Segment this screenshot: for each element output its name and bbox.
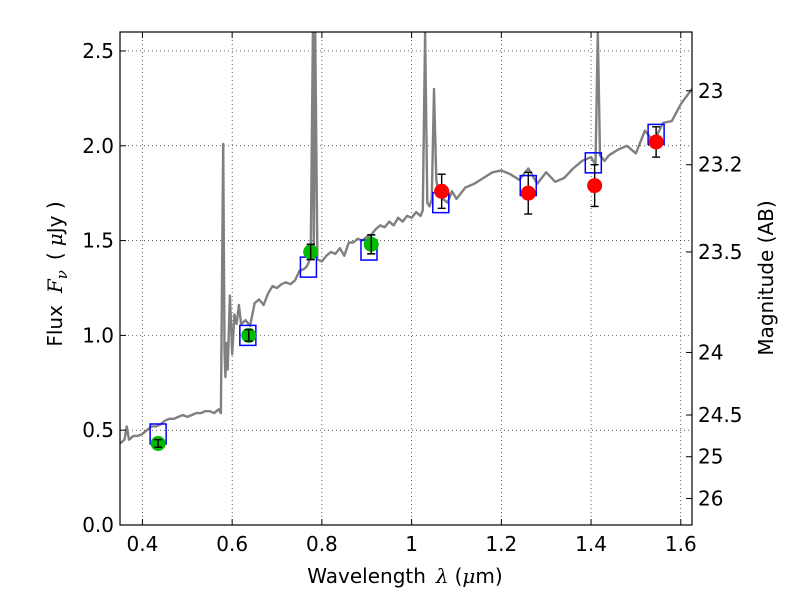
nir-point	[648, 134, 664, 150]
y-tick-label: 0.0	[82, 513, 114, 537]
y-axis-subscript: ν	[53, 270, 71, 279]
right-axis-title: Magnitude (AB)	[754, 200, 778, 355]
plot-frame	[119, 31, 693, 526]
x-tick-label: 0.4	[127, 532, 159, 556]
y-axis-unit-rest: Jy )	[43, 201, 67, 235]
x-axis-title: Wavelength λ (μm)	[307, 564, 502, 588]
x-tick-label: 1	[405, 532, 418, 556]
x-tick-label: 1.2	[485, 532, 517, 556]
model-flux-boxes	[149, 123, 665, 445]
sed-line	[120, 32, 692, 445]
x-tick-label: 0.8	[306, 532, 338, 556]
right-tick-label: 26	[698, 486, 723, 510]
y-axis-title-text: Flux	[43, 305, 67, 347]
error-bars	[154, 126, 661, 448]
x-axis-unit-rest: m)	[475, 564, 502, 588]
y-axis-unit-open: (	[43, 252, 67, 260]
grid-lines	[120, 32, 692, 526]
x-tick-label: 1.4	[575, 532, 607, 556]
right-tick-label: 25	[698, 445, 723, 469]
x-tick-label: 1.6	[665, 532, 697, 556]
y-axis-symbol: F	[43, 278, 67, 294]
y-tick-label: 2.0	[82, 134, 114, 158]
x-axis-title-text: Wavelength	[307, 564, 426, 588]
y-tick-label: 1.5	[82, 229, 114, 253]
x-axis-unit-mu: μ	[462, 564, 475, 588]
model-box	[584, 152, 603, 174]
nir-point	[434, 183, 450, 199]
y-tick-label: 0.5	[82, 418, 114, 442]
y-tick-label: 2.5	[82, 39, 114, 63]
y-tick-label: 1.0	[82, 323, 114, 347]
y-axis-title: Flux Fν ( μJy )	[43, 201, 71, 346]
right-tick-label: 23.5	[698, 240, 743, 264]
right-tick-label: 24.5	[698, 403, 743, 427]
y-axis-unit-mu: μ	[43, 233, 67, 246]
nir-point	[520, 185, 536, 201]
right-tick-label: 23	[698, 79, 723, 103]
x-axis-symbol: λ	[435, 564, 449, 588]
nir-point	[587, 178, 603, 194]
right-tick-label: 23.2	[698, 153, 743, 177]
x-axis-unit-open: (	[455, 564, 463, 588]
sed-spectrum	[120, 32, 692, 445]
axis-ticks	[120, 32, 692, 526]
photometry-points	[150, 134, 664, 451]
x-tick-label: 0.6	[216, 532, 248, 556]
right-tick-label: 24	[698, 340, 723, 364]
tick-labels: 0.4 0.6 0.8 1 1.2 1.4 1.6 0.0 0.5 1.0 1.5 2.0 2.5 23 2…	[82, 39, 742, 556]
